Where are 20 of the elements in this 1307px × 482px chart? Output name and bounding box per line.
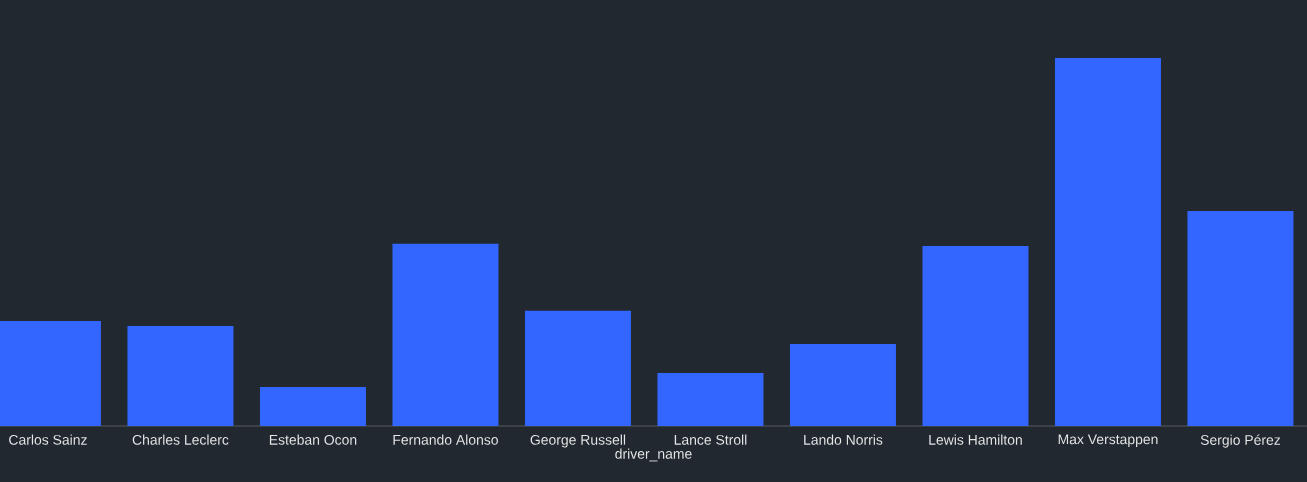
- x-tick-label: Charles Leclerc: [132, 434, 229, 445]
- x-tick-label: George Russell: [530, 434, 626, 448]
- bar: [259, 386, 366, 426]
- bar: [1187, 211, 1294, 426]
- x-tick-label: Fernando Alonso: [393, 434, 498, 445]
- x-tick-label: Max Verstappen: [1058, 434, 1158, 448]
- bar: [922, 246, 1029, 426]
- bar: [789, 343, 896, 426]
- x-axis-title: driver_name: [615, 448, 692, 462]
- bar: [524, 310, 631, 426]
- bar: [657, 373, 764, 426]
- x-tick-label: Sergio Pérez: [1200, 434, 1281, 448]
- x-tick-label: Lando Norris: [804, 434, 883, 445]
- x-tick-label: Lance Stroll: [674, 434, 747, 445]
- x-tick-label: Lewis Hamilton: [929, 434, 1022, 445]
- x-tick-label: Carlos Sainz: [9, 434, 87, 445]
- x-tick-label: Esteban Ocon: [269, 434, 357, 445]
- bar: [127, 325, 234, 426]
- bar: [392, 243, 499, 426]
- bar: [1054, 57, 1161, 426]
